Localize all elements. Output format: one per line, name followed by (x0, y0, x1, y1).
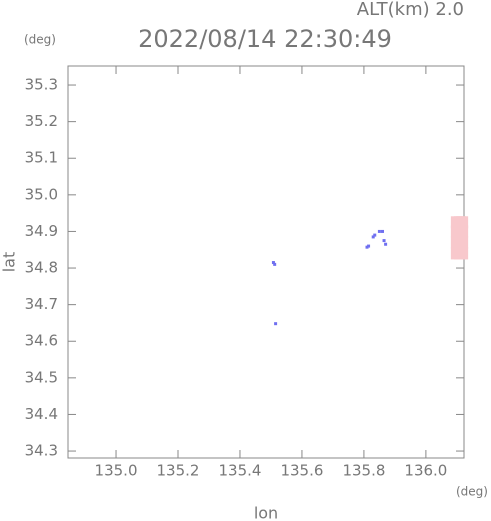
y-tick-label: 35.2 (25, 112, 58, 130)
x-tick-label: 135.6 (280, 462, 323, 480)
y-axis-label: lat (0, 252, 19, 273)
echo-point (271, 261, 275, 265)
plot-frame (67, 65, 465, 459)
x-axis-label: lon (254, 504, 278, 521)
y-tick-label: 35.3 (25, 76, 58, 94)
echo-point (273, 262, 277, 266)
echo-point (456, 247, 469, 260)
echo-point (365, 245, 369, 249)
x-tick-label: 135.8 (342, 462, 385, 480)
echo-point (384, 242, 388, 246)
subtitle: ALT(km) 2.0 (357, 0, 464, 20)
chart-title: 2022/08/14 22:30:49 (138, 25, 392, 53)
echo-point (371, 235, 375, 239)
x-tick-label: 135.4 (218, 462, 261, 480)
echo-point (456, 225, 469, 238)
y-tick-label: 34.9 (25, 222, 58, 240)
echo-point (456, 236, 469, 249)
y-tick-label: 34.3 (25, 442, 58, 460)
x-tick-label: 136.0 (404, 462, 447, 480)
echo-point (274, 322, 278, 326)
y-tick-label: 35.1 (25, 149, 58, 167)
y-tick-label: 34.4 (25, 405, 58, 423)
echo-point (367, 244, 371, 248)
y-tick-label: 34.6 (25, 332, 58, 350)
echo-point (377, 229, 381, 233)
echo-point (381, 229, 385, 233)
x-tick-label: 135.0 (95, 462, 138, 480)
y-unit: (deg) (24, 33, 56, 47)
y-tick-label: 34.7 (25, 295, 58, 313)
echo-point (456, 216, 469, 229)
x-unit: (deg) (456, 485, 488, 499)
y-tick-label: 35.0 (25, 185, 58, 203)
echo-point (382, 239, 386, 243)
x-tick-label: 135.2 (157, 462, 200, 480)
y-tick-label: 34.8 (25, 259, 58, 277)
y-tick-label: 34.5 (25, 368, 58, 386)
echo-point (373, 233, 377, 237)
